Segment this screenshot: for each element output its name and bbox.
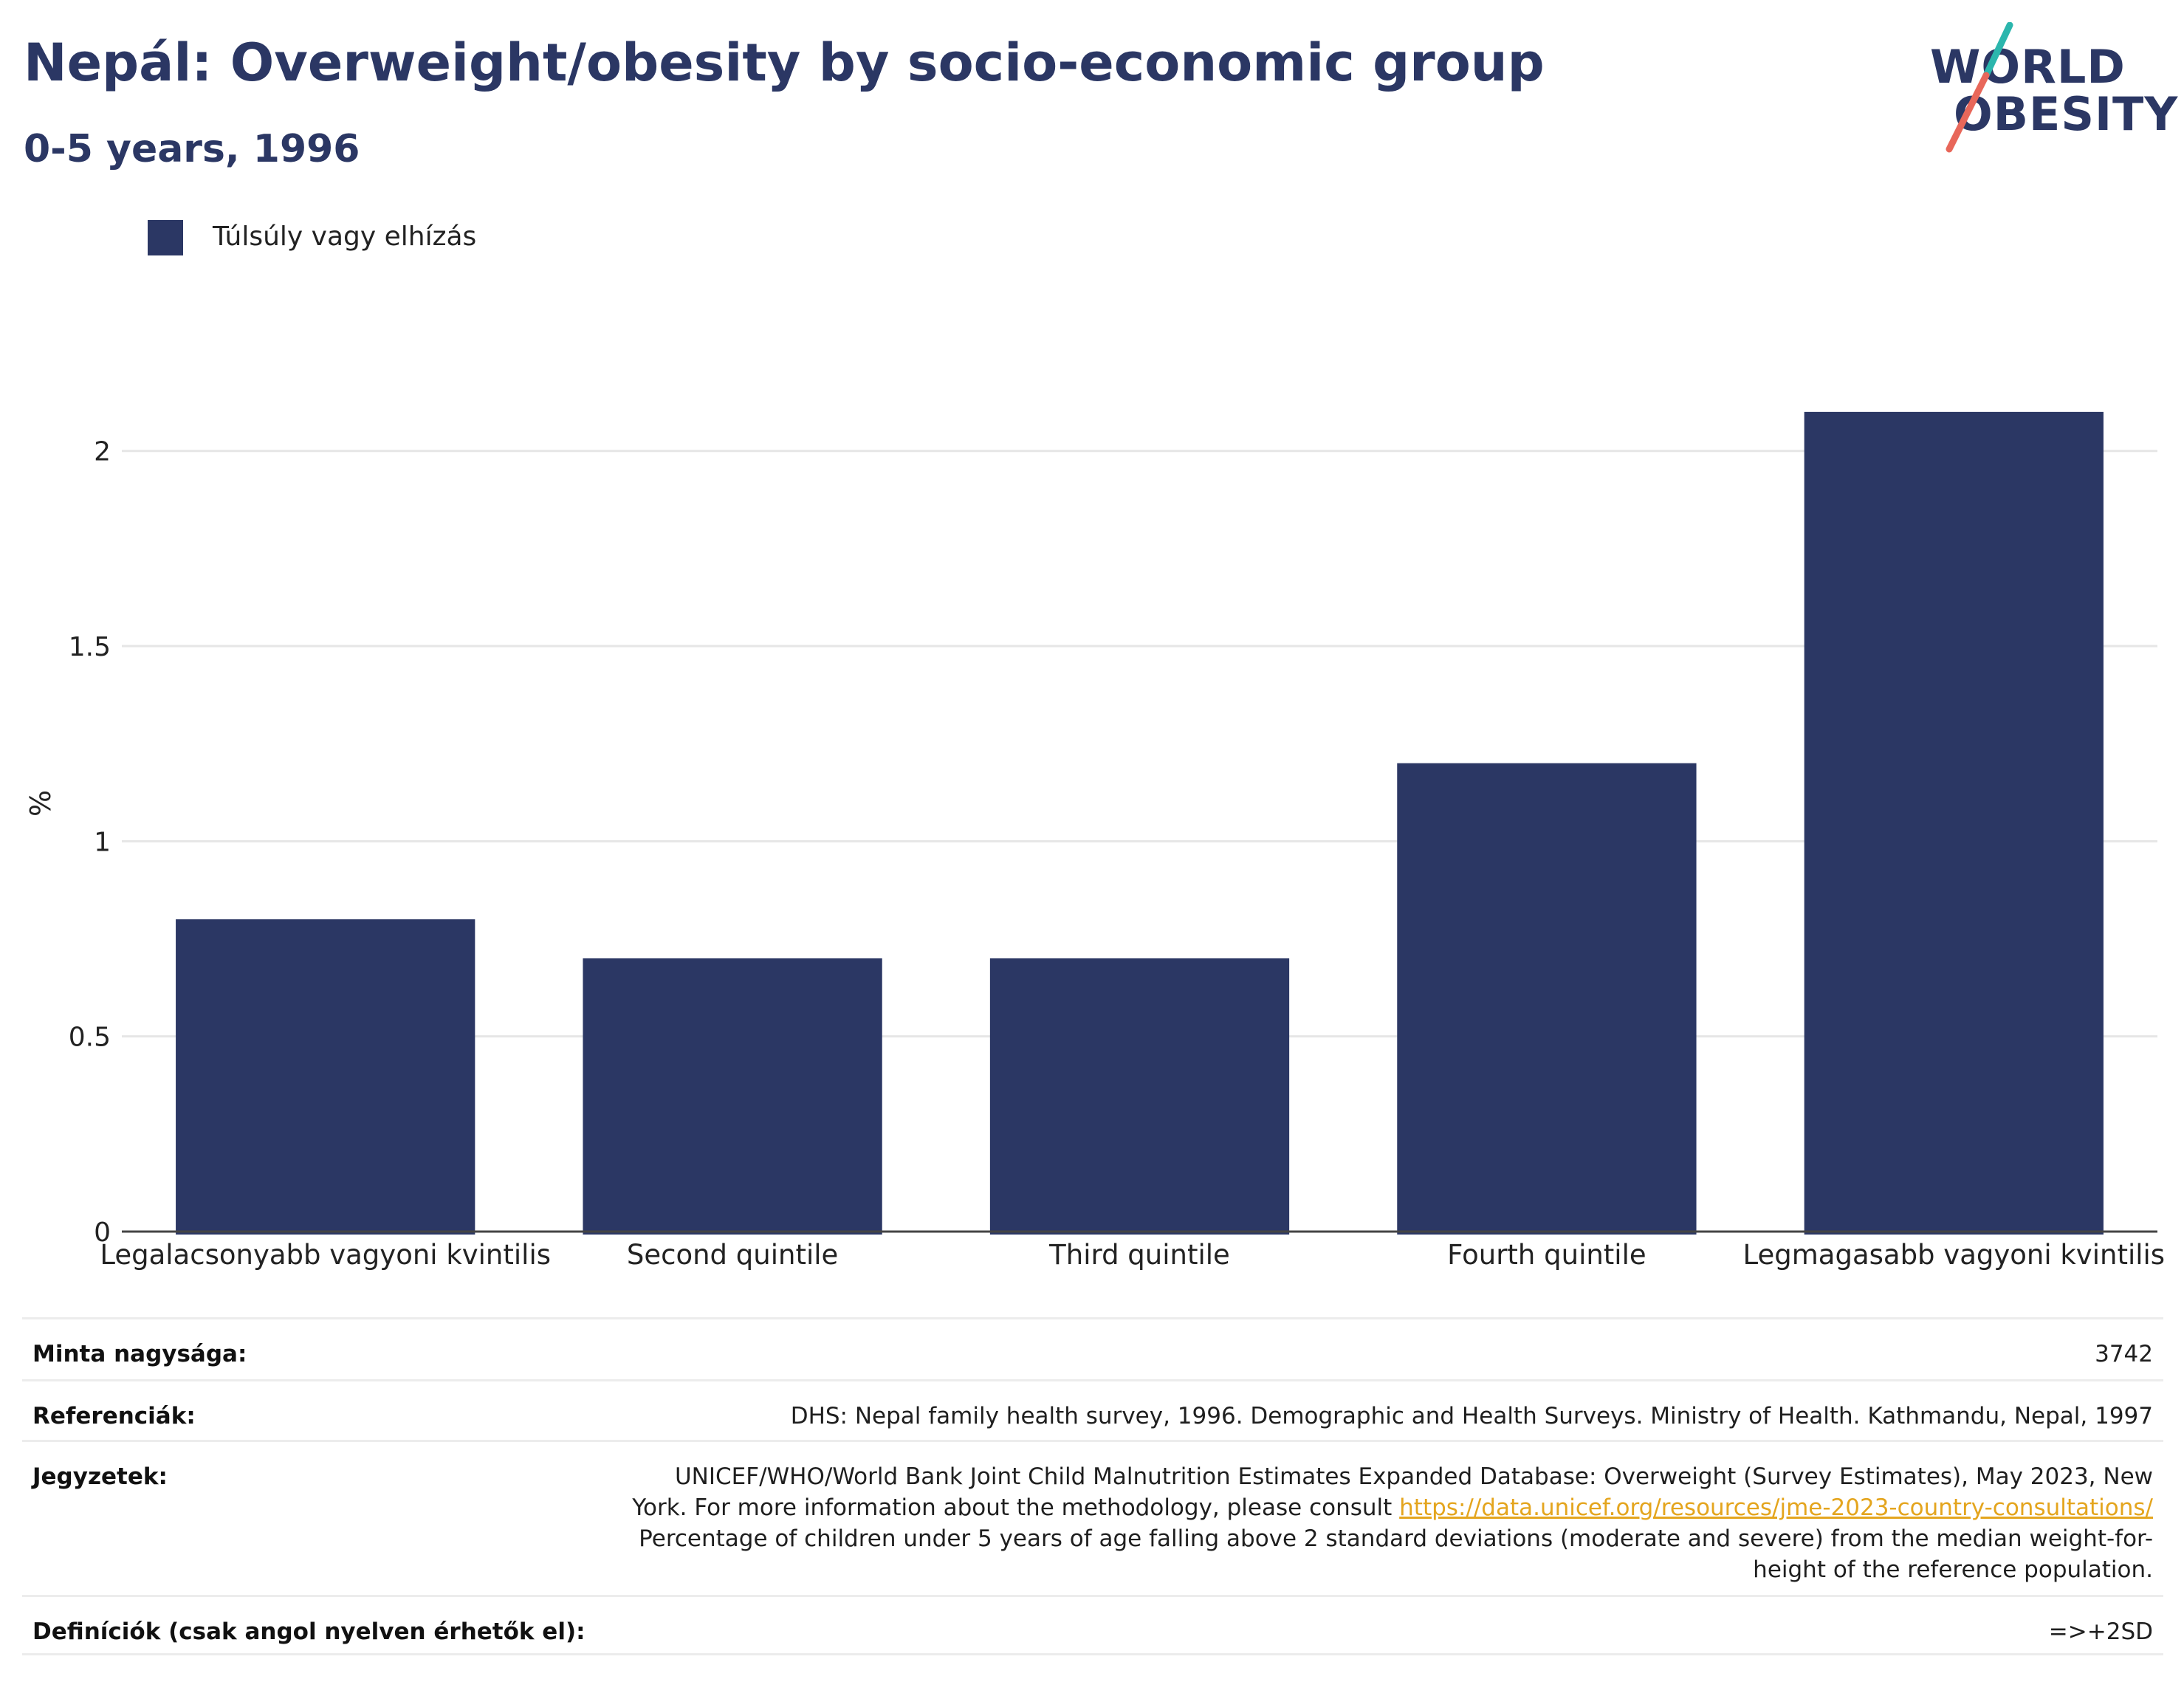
x-tick-label: Third quintile [1048,1239,1230,1271]
sample-size-label: Minta nagysága: [32,1341,247,1367]
definitions-value: =>+2SD [2048,1618,2153,1645]
page-title: Nepál: Overweight/obesity by socio-econo… [24,32,1545,93]
references-label: Referenciák: [32,1403,196,1429]
bar[interactable] [989,958,1290,1235]
logo-line1: WORLD [1930,40,2126,94]
legend-label: Túlsúly vagy elhízás [213,222,477,252]
x-tick-label: Legmagasabb vagyoni kvintilis [1743,1239,2166,1271]
legend-swatch [148,220,183,255]
bar[interactable] [176,919,475,1235]
references-value: DHS: Nepal family health survey, 1996. D… [790,1403,2153,1429]
definitions-label: Definíciók (csak angol nyelven érhetők e… [32,1618,586,1645]
bar-chart: 0 0.5 1 1.5 2 Legalacsonyabb vagyoni kvintili… [24,411,2165,1271]
y-axis-title: % [24,790,57,817]
notes-row: Jegyzetek: UNICEF/WHO/World Bank Joint C… [22,1440,2163,1595]
sample-size-value: 3742 [2095,1341,2153,1367]
x-tick-label: Fourth quintile [1447,1239,1646,1271]
y-tick-label: 2 [94,437,111,467]
bar[interactable] [1397,763,1697,1235]
tick-labels: 0 0.5 1 1.5 2 Legalacsonyabb vagyoni kvintili… [69,437,2165,1271]
notes-line4: height of the reference population. [1753,1556,2153,1583]
y-tick-label: 0.5 [69,1023,111,1053]
logo-slash-icon [1946,22,2013,153]
x-tick-label: Legalacsonyabb vagyoni kvintilis [100,1239,551,1271]
references-row: Referenciák: DHS: Nepal family health su… [22,1379,2163,1440]
y-tick-label: 1.5 [69,632,111,662]
world-obesity-logo: WORLD OBESITY [1927,22,2177,155]
x-tick-label: Second quintile [627,1239,838,1271]
methodology-link[interactable]: https://data.unicef.org/resources/jme-20… [1399,1494,2153,1521]
sample-size-row: Minta nagysága: 3742 [22,1317,2163,1379]
notes-line2: York. For more information about the met… [632,1494,1393,1521]
bar[interactable] [583,958,882,1235]
y-tick-label: 0 [94,1218,111,1248]
notes-line1: UNICEF/WHO/World Bank Joint Child Malnut… [674,1463,2153,1490]
notes-value: UNICEF/WHO/World Bank Joint Child Malnut… [632,1461,2153,1585]
page-subtitle: 0-5 years, 1996 [24,127,360,171]
bars [176,411,2104,1235]
bar[interactable] [1804,411,2104,1235]
notes-label: Jegyzetek: [32,1463,168,1490]
y-tick-label: 1 [94,827,111,857]
definitions-row: Definíciók (csak angol nyelven érhetők e… [22,1595,2163,1655]
notes-line3: Percentage of children under 5 years of … [639,1525,2153,1552]
logo-line2: OBESITY [1954,87,2179,141]
metadata-table: Minta nagysága: 3742 Referenciák: DHS: N… [22,1317,2163,1655]
